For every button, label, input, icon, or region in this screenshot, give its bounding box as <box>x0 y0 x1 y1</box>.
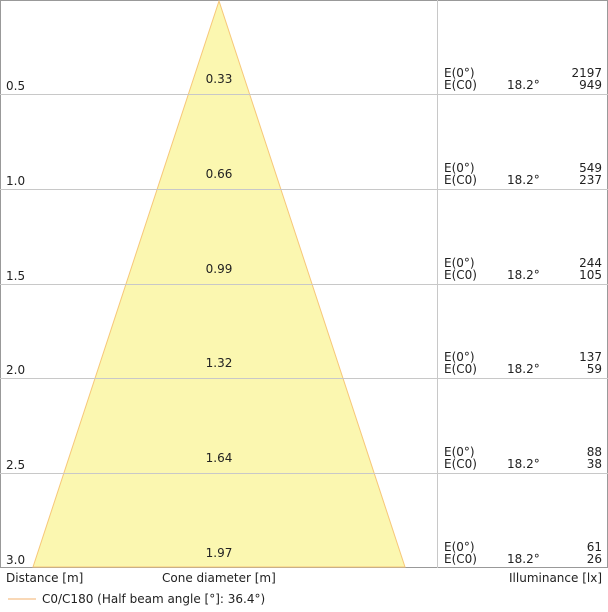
cone-diameter-value: 0.66 <box>206 167 233 181</box>
e0-label: E(0°) <box>444 445 475 459</box>
ec0-value: 949 <box>579 78 602 92</box>
illuminance-axis-label: Illuminance [lx] <box>509 571 602 585</box>
half-angle-value: 18.2° <box>507 268 540 282</box>
e0-label: E(0°) <box>444 256 475 270</box>
distance-label: 2.5 <box>6 458 25 472</box>
cone-diameter-value: 0.99 <box>206 262 233 276</box>
e0-label: E(0°) <box>444 350 475 364</box>
ec0-value: 237 <box>579 173 602 187</box>
half-angle-value: 18.2° <box>507 457 540 471</box>
e0-label: E(0°) <box>444 161 475 175</box>
ec0-label: E(C0) <box>444 78 477 92</box>
cone-diameter-value: 1.32 <box>206 356 233 370</box>
ec0-value: 105 <box>579 268 602 282</box>
half-angle-value: 18.2° <box>507 78 540 92</box>
distance-label: 1.0 <box>6 174 25 188</box>
ec0-label: E(C0) <box>444 362 477 376</box>
e0-value: 137 <box>579 350 602 364</box>
distance-axis-label: Distance [m] <box>6 571 83 585</box>
e0-label: E(0°) <box>444 66 475 80</box>
legend-text: C0/C180 (Half beam angle [°]: 36.4°) <box>42 592 265 606</box>
e0-value: 244 <box>579 256 602 270</box>
e0-value: 549 <box>579 161 602 175</box>
cone-diameter-axis-label: Cone diameter [m] <box>162 571 276 585</box>
distance-label: 0.5 <box>6 79 25 93</box>
ec0-label: E(C0) <box>444 268 477 282</box>
distance-grid-lines <box>0 94 608 474</box>
e0-value: 61 <box>587 540 602 554</box>
cone-diameter-value: 1.64 <box>206 451 233 465</box>
ec0-label: E(C0) <box>444 552 477 566</box>
ec0-label: E(C0) <box>444 457 477 471</box>
half-angle-value: 18.2° <box>507 173 540 187</box>
distance-label: 2.0 <box>6 363 25 377</box>
half-angle-value: 18.2° <box>507 552 540 566</box>
e0-value: 88 <box>587 445 602 459</box>
e0-label: E(0°) <box>444 540 475 554</box>
cone-diameter-value: 1.97 <box>206 546 233 560</box>
distance-label: 3.0 <box>6 553 25 567</box>
ec0-value: 38 <box>587 457 602 471</box>
distance-label: 1.5 <box>6 269 25 283</box>
ec0-value: 59 <box>587 362 602 376</box>
ec0-label: E(C0) <box>444 173 477 187</box>
cone-diameter-value: 0.33 <box>206 72 233 86</box>
e0-value: 2197 <box>571 66 602 80</box>
half-angle-value: 18.2° <box>507 362 540 376</box>
ec0-value: 26 <box>587 552 602 566</box>
